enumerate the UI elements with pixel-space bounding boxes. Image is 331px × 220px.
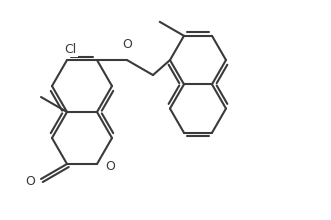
Text: O: O	[25, 176, 35, 189]
Text: O: O	[122, 38, 132, 51]
Text: O: O	[105, 160, 115, 174]
Text: Cl: Cl	[64, 42, 76, 56]
